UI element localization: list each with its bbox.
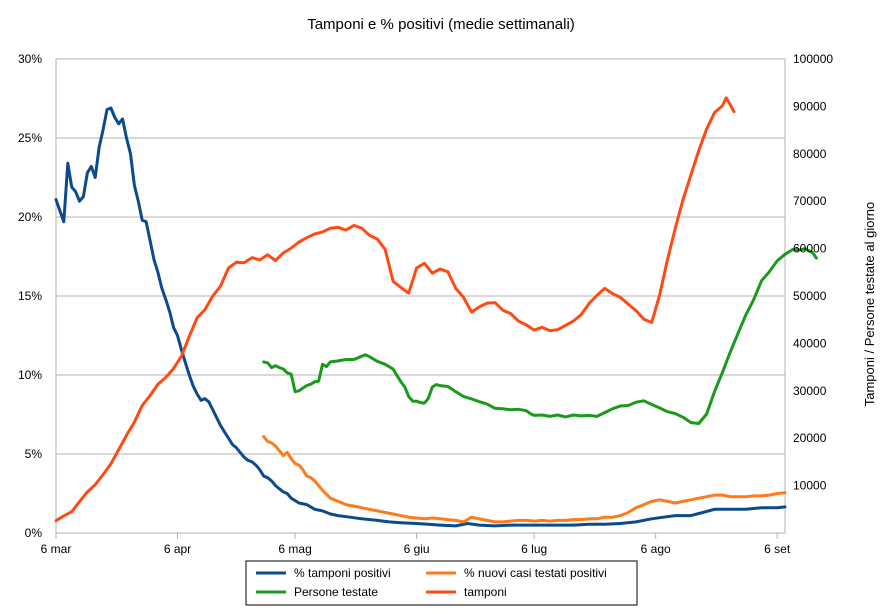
x-tick-label: 6 mag	[278, 542, 311, 556]
x-tick-label: 6 mar	[41, 542, 72, 556]
y2-axis-label: Tamponi / Persone testate al giorno	[862, 202, 877, 407]
series-line-tamponi-positivi	[54, 106, 787, 528]
y2-tick-label: 50000	[793, 289, 827, 303]
y2-tick-label: 30000	[793, 384, 827, 398]
grid-lines	[56, 137, 785, 455]
y2-tick-label: 80000	[793, 147, 827, 161]
legend-label: Persone testate	[294, 585, 378, 599]
y2-tick-label: 20000	[793, 431, 827, 445]
series-lines	[54, 96, 818, 528]
legend-label: % tamponi positivi	[294, 566, 391, 580]
y2-tick-label: 100000	[793, 52, 833, 66]
x-tick-label: 6 apr	[164, 542, 191, 556]
x-tick-label: 6 lug	[521, 542, 547, 556]
series-line-persone-testate	[262, 247, 818, 425]
series-line-nuovi-casi-testati-positivi	[262, 435, 787, 524]
y2-tick-label: 10000	[793, 479, 827, 493]
legend-box	[245, 560, 638, 606]
legend: % tamponi positivi % nuovi casi testati p…	[245, 560, 638, 606]
y-axis-left: 0% 5% 10% 15% 20% 25% 30%	[18, 52, 42, 540]
series-line-tamponi	[54, 96, 736, 523]
y2-tick-label: 70000	[793, 194, 827, 208]
y-tick-label: 25%	[18, 131, 42, 145]
x-tick-label: 6 giu	[404, 542, 430, 556]
y-tick-label: 20%	[18, 210, 42, 224]
y2-tick-label: 40000	[793, 336, 827, 350]
y-tick-label: 15%	[18, 289, 42, 303]
x-tick-label: 6 ago	[641, 542, 671, 556]
y-tick-label: 30%	[18, 52, 42, 66]
y2-tick-label: 60000	[793, 242, 827, 256]
y-tick-label: 10%	[18, 368, 42, 382]
legend-label: tamponi	[464, 585, 507, 599]
chart-title: Tamponi e % positivi (medie settimanali)	[307, 16, 575, 33]
x-tick-label: 6 set	[764, 542, 791, 556]
plot-area	[54, 58, 818, 534]
legend-label: % nuovi casi testati positivi	[464, 566, 607, 580]
y-axis-right: 10000 20000 30000 40000 50000 60000 70000 80000…	[793, 52, 833, 493]
y2-tick-label: 90000	[793, 99, 827, 113]
x-axis: 6 mar 6 apr 6 mag 6 giu 6 lug 6 ago 6 set	[41, 533, 791, 556]
y-tick-label: 0%	[25, 526, 43, 540]
y-tick-label: 5%	[25, 447, 43, 461]
